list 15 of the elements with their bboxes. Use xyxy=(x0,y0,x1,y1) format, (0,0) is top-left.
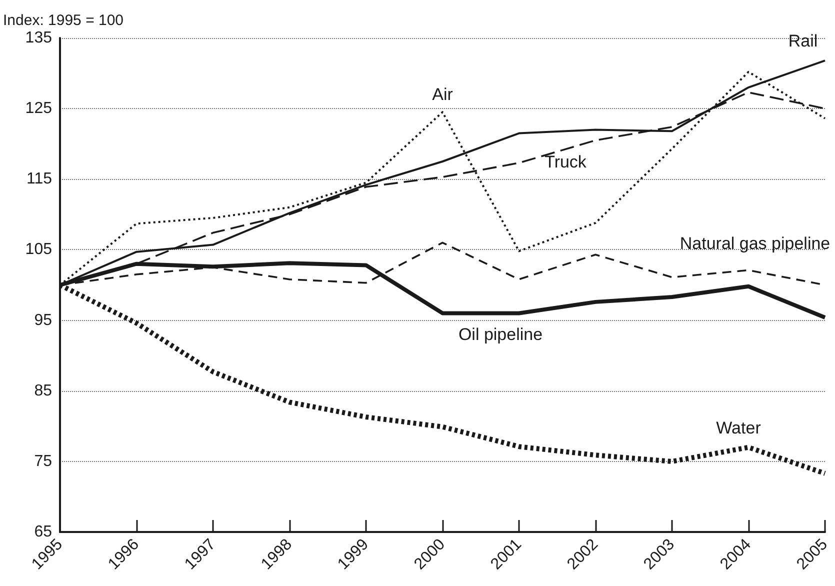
y-tick-label: 75 xyxy=(34,452,52,470)
y-tick-label: 135 xyxy=(25,30,52,46)
series-label: Oil pipeline xyxy=(458,325,543,344)
y-tick-label: 105 xyxy=(25,241,52,258)
y-tick-label: 65 xyxy=(34,524,52,540)
y-axis-title: Index: 1995 = 100 xyxy=(3,12,124,29)
series-label: Water xyxy=(716,418,762,438)
y-tick-label: 115 xyxy=(26,170,52,188)
series-label: Natural gas pipeline xyxy=(680,234,830,253)
y-tick-label: 125 xyxy=(25,100,52,118)
y-tick-label: 85 xyxy=(34,382,52,400)
series-label: Air xyxy=(432,85,454,104)
series-label: Rail xyxy=(788,32,818,51)
series-label: Truck xyxy=(544,152,587,172)
y-tick-label: 95 xyxy=(34,312,52,329)
